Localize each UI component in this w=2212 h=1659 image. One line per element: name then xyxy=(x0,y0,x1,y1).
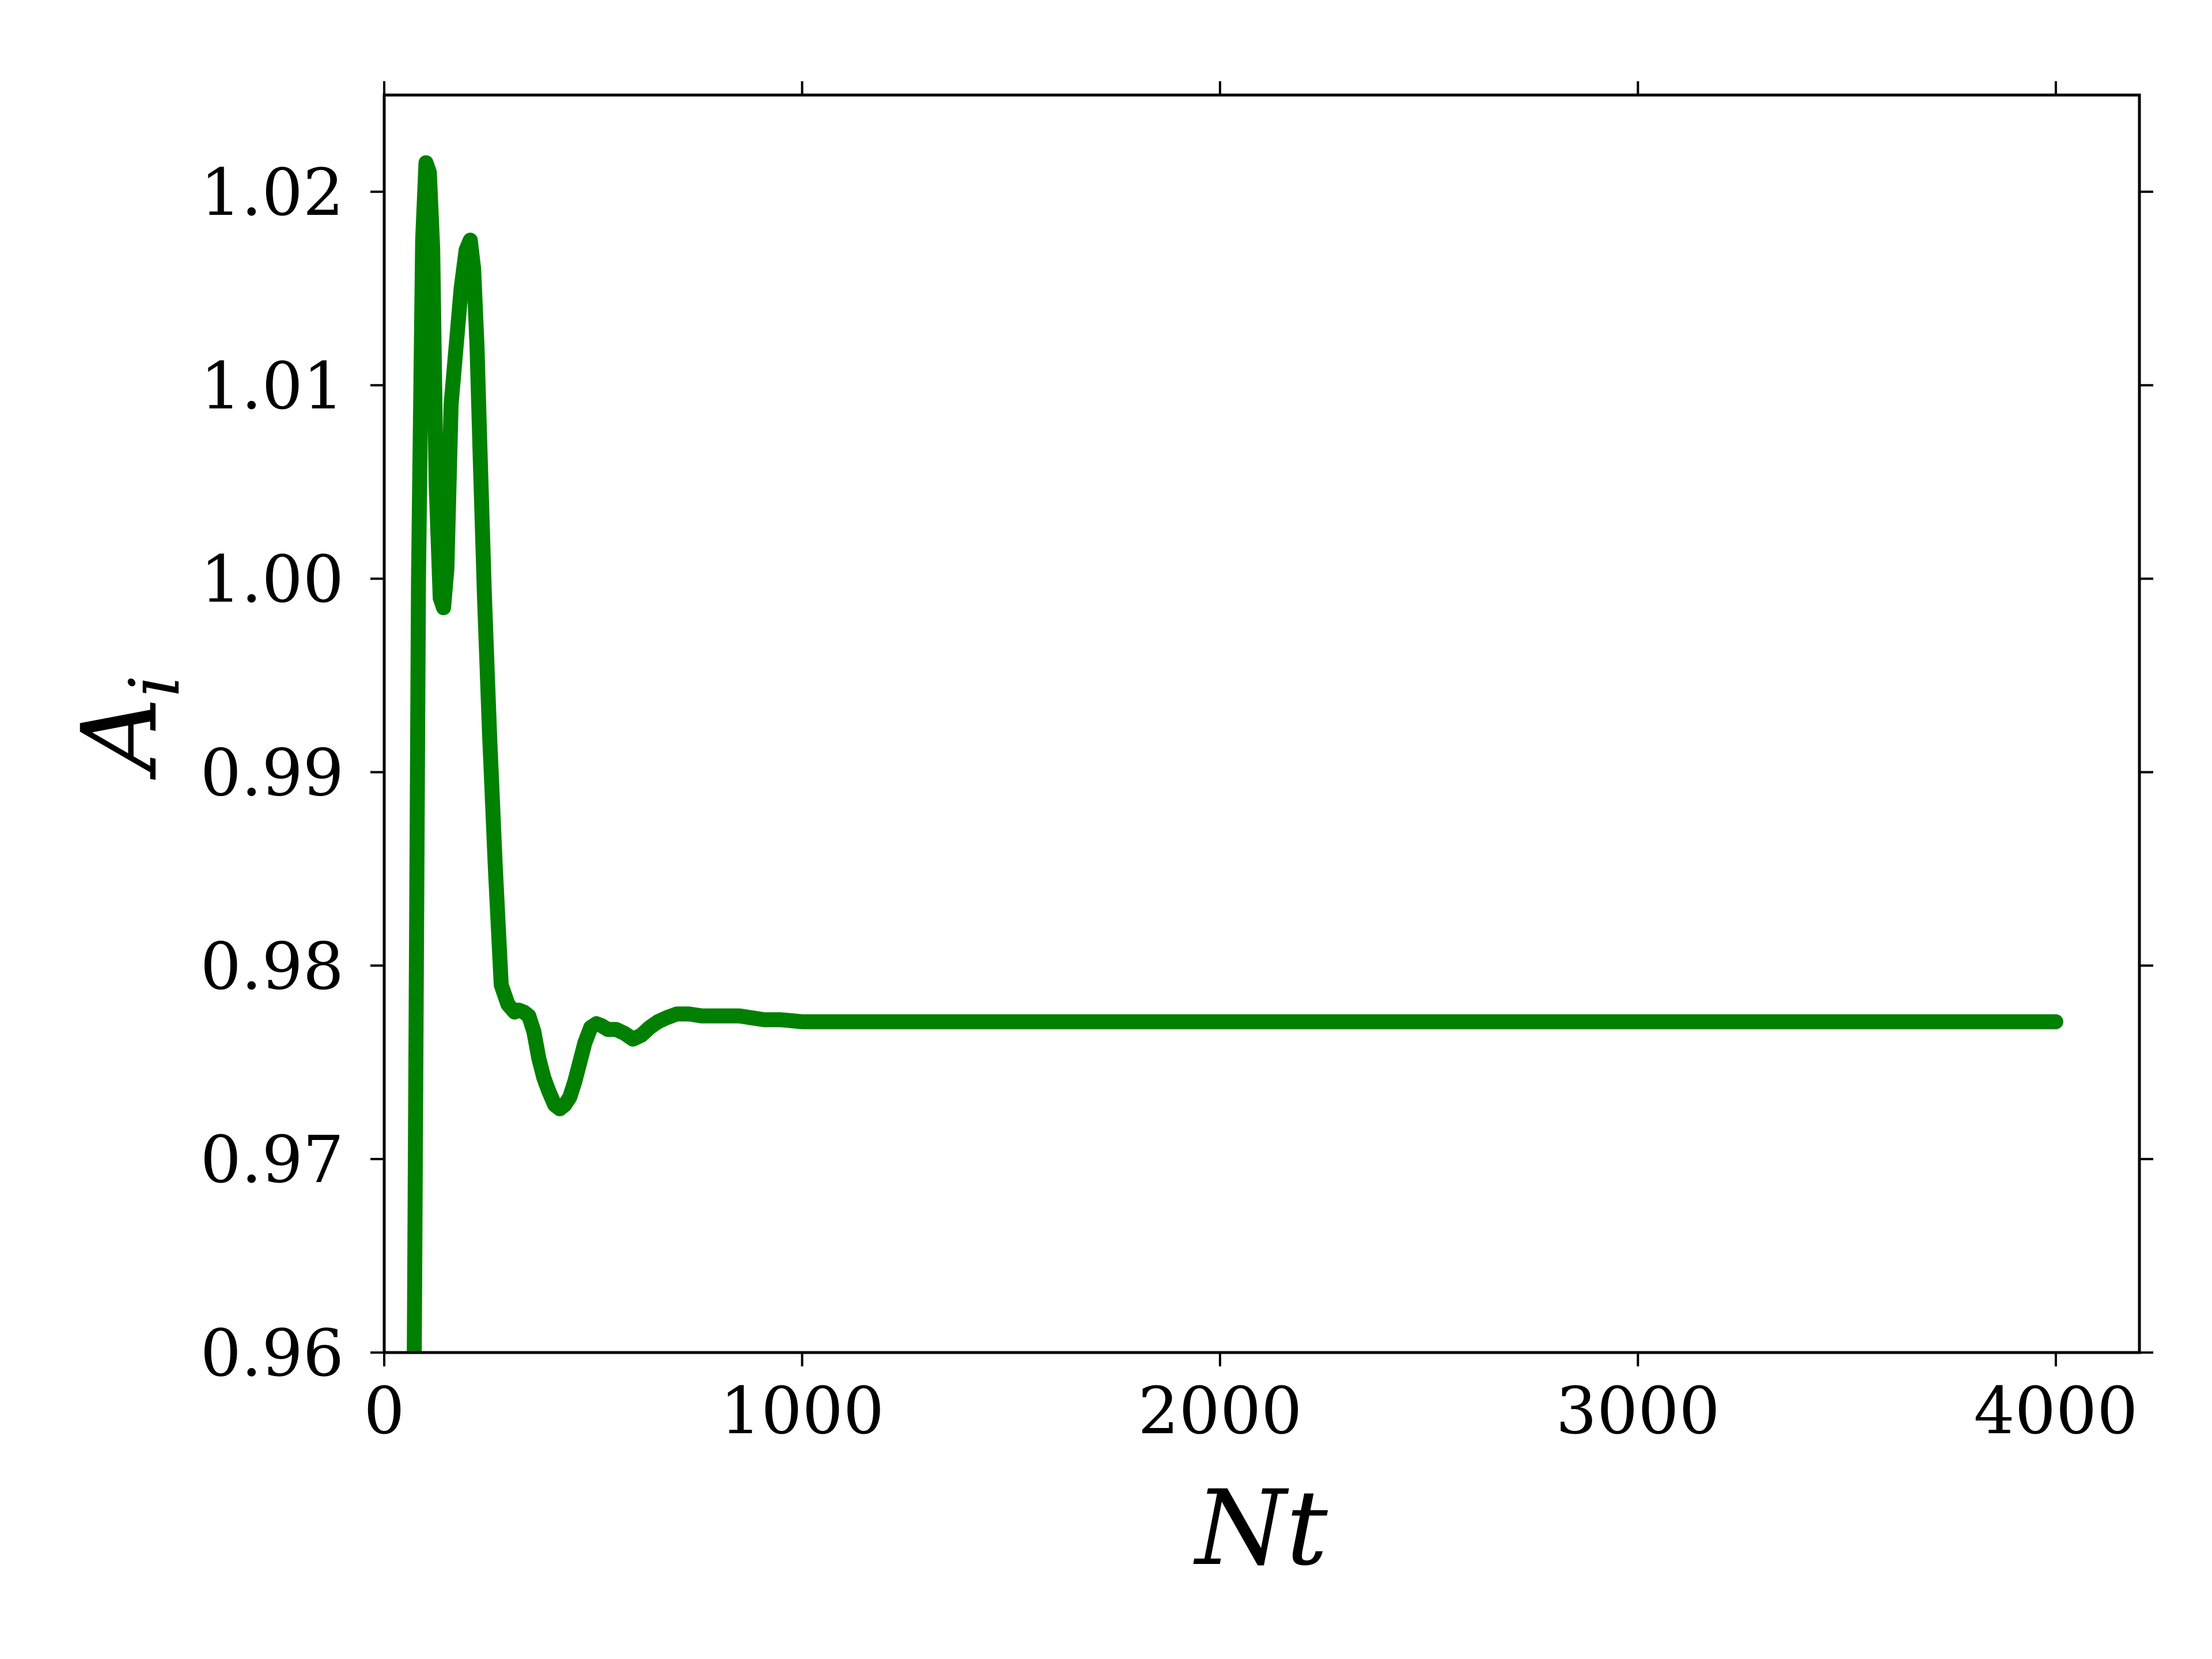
plot-frame xyxy=(382,93,2141,1354)
y-axis-label-subscript: i xyxy=(115,675,195,697)
series-layer xyxy=(407,155,2063,1353)
x-tick-label: 2000 xyxy=(1138,1374,1302,1449)
y-axis-label-main: A xyxy=(60,697,180,780)
x-tick-label: 0 xyxy=(363,1374,404,1449)
series-line xyxy=(407,155,2063,1353)
y-tick-label: 0.98 xyxy=(200,929,344,1004)
y-tick-label: 1.01 xyxy=(200,349,344,424)
y-axis-ticks: 0.96 0.97 0.98 0.99 1.00 1.01 1.02 xyxy=(200,156,2153,1391)
x-axis-label: Nt xyxy=(1193,1468,1328,1589)
y-tick-label: 0.96 xyxy=(200,1316,344,1391)
y-tick-label: 1.02 xyxy=(200,156,344,230)
x-tick-label: 4000 xyxy=(1974,1374,2138,1449)
x-tick-label: 3000 xyxy=(1556,1374,1720,1449)
y-axis-label: Ai xyxy=(60,675,195,780)
y-tick-label: 0.99 xyxy=(200,736,344,810)
y-tick-label: 1.00 xyxy=(200,543,344,618)
plot-background xyxy=(384,95,2139,1353)
y-tick-label: 0.97 xyxy=(200,1123,344,1198)
x-axis-ticks: 0 1000 2000 3000 4000 xyxy=(363,81,2138,1449)
x-tick-label: 1000 xyxy=(720,1374,884,1449)
